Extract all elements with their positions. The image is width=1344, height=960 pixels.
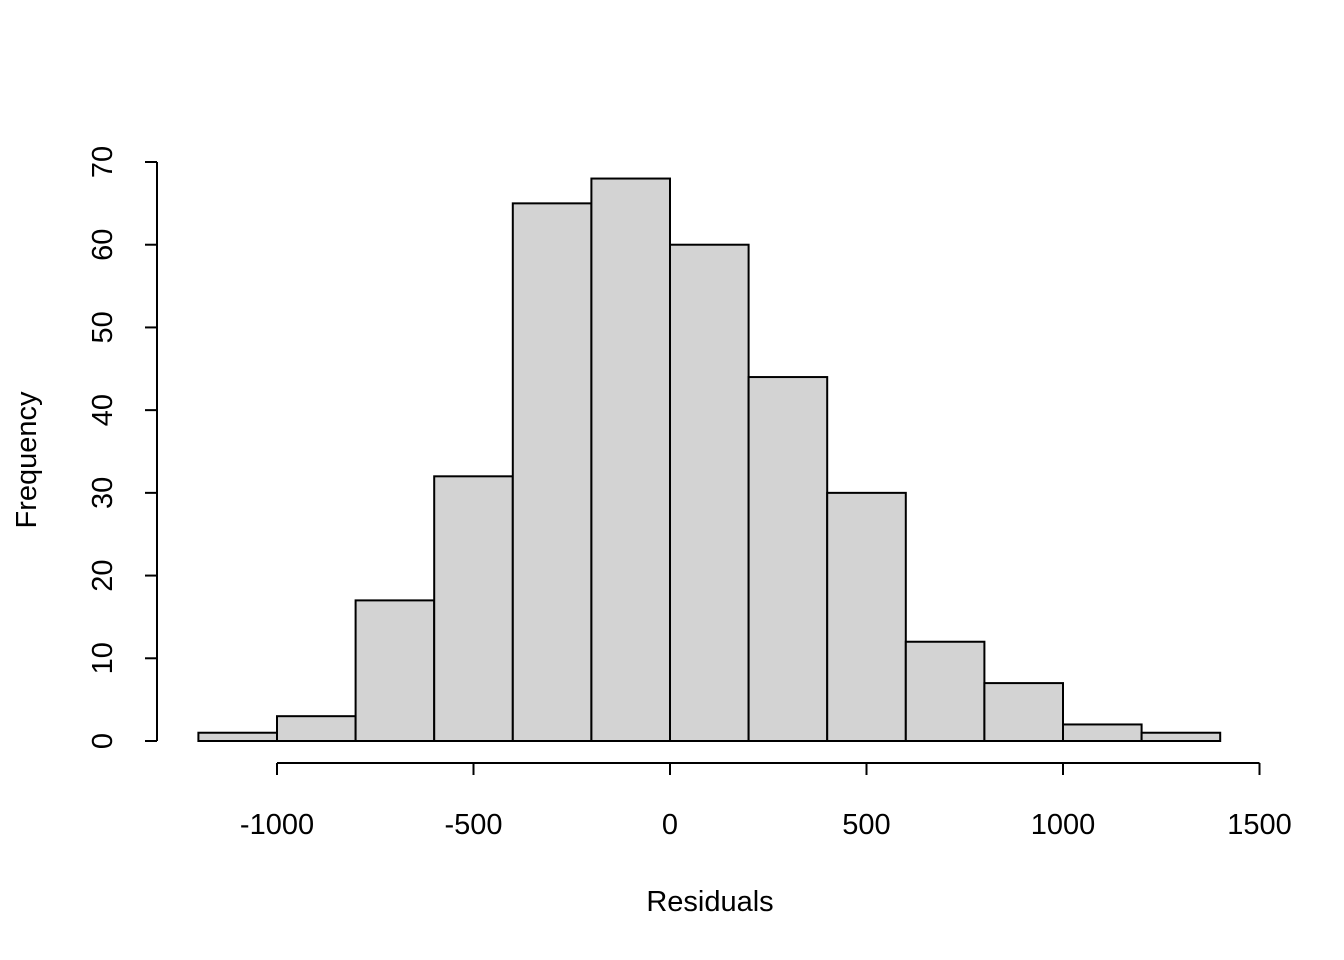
- histogram-bar: [197, 731, 278, 743]
- y-tick-label: 30: [87, 477, 119, 509]
- histogram-bar: [511, 202, 593, 743]
- histogram-bar: [669, 243, 750, 742]
- histogram-bar: [826, 491, 907, 742]
- histogram-bar: [983, 682, 1065, 742]
- x-tick-label: 1000: [1031, 809, 1096, 841]
- y-tick-label: 70: [87, 146, 119, 178]
- histogram-bar: [276, 715, 357, 743]
- histogram-bar: [1140, 731, 1222, 743]
- y-tick-label: 0: [87, 733, 119, 749]
- x-tick-label: 500: [842, 809, 890, 841]
- histogram-bar: [354, 599, 436, 743]
- histogram-bar: [1062, 723, 1143, 743]
- x-axis-label: Residuals: [646, 886, 773, 918]
- x-axis: -1000 -500 0 500 1000 1500: [240, 762, 1292, 841]
- y-tick-label: 60: [87, 229, 119, 261]
- y-tick-label: 10: [87, 642, 119, 674]
- y-axis-label: Frequency: [11, 391, 43, 529]
- histogram-bar: [433, 475, 514, 742]
- y-axis: 0 10 20 30 40 50 60 70: [87, 146, 158, 749]
- x-tick-label: -1000: [240, 809, 314, 841]
- x-tick-label: -500: [444, 809, 502, 841]
- histogram-bar: [904, 640, 986, 742]
- x-tick-label: 1500: [1227, 809, 1292, 841]
- y-tick-label: 20: [87, 559, 119, 591]
- x-tick-label: 0: [662, 809, 678, 841]
- y-tick-label: 50: [87, 311, 119, 343]
- histogram-bar: [747, 376, 829, 742]
- bars: [197, 177, 1222, 743]
- histogram-bar: [590, 177, 672, 743]
- y-tick-label: 40: [87, 394, 119, 426]
